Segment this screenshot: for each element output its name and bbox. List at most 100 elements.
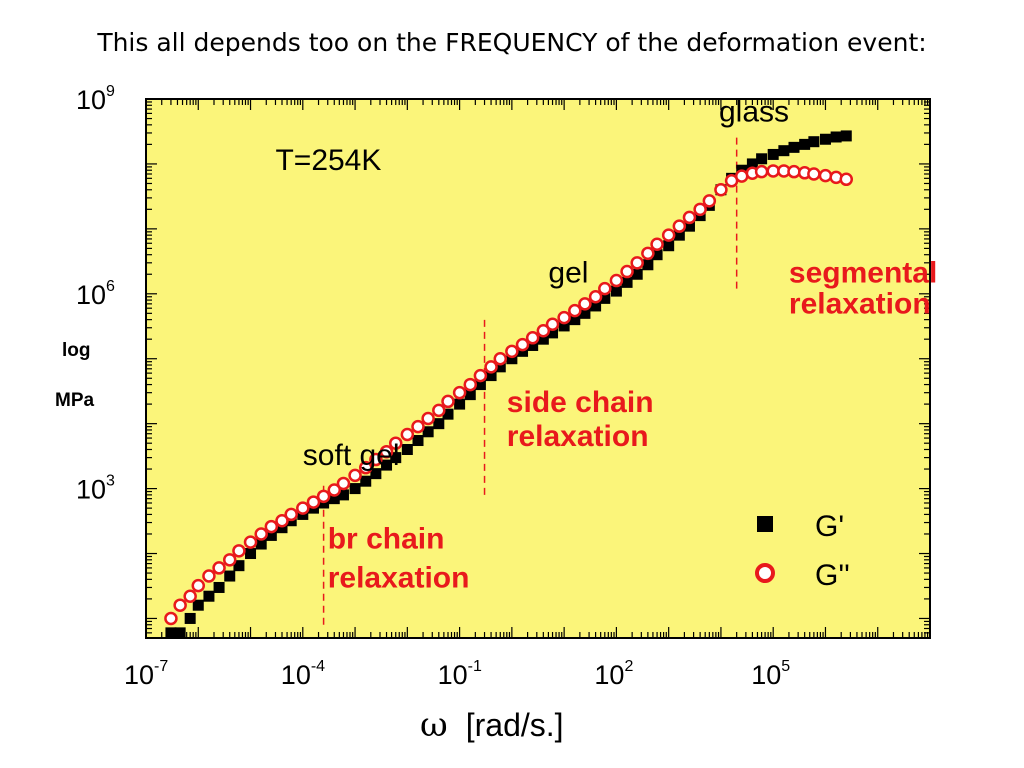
g-double-prime-point <box>578 297 592 311</box>
x-tick-label: 10-1 <box>438 658 482 690</box>
g-prime-point <box>599 292 611 304</box>
x-tick-label-exponent: -4 <box>311 658 325 675</box>
g-double-prime-point <box>254 527 268 541</box>
plot-frame <box>145 98 931 639</box>
annotation-label: segmental <box>789 256 937 289</box>
g-prime-point <box>464 389 476 401</box>
g-prime-point <box>233 560 245 572</box>
x-tick-label: 105 <box>751 658 790 690</box>
g-double-prime-point <box>306 495 321 509</box>
y-tick-label: 109 <box>76 83 115 115</box>
g-prime-point <box>213 581 225 593</box>
x-tick-label-base: 10 <box>124 660 154 690</box>
plot-area <box>146 99 930 638</box>
g-double-prime-point <box>536 323 551 338</box>
g-double-prime-point <box>484 360 498 374</box>
g-double-prime-point <box>411 419 425 434</box>
g-double-prime-point <box>348 468 362 483</box>
g-prime-point <box>547 327 559 339</box>
g-prime-point <box>590 300 602 312</box>
g-prime-point <box>610 285 622 297</box>
g-prime-point <box>360 475 372 487</box>
slide-title: This all depends too on the FREQUENCY of… <box>97 28 927 57</box>
g-double-prime-point <box>222 553 237 567</box>
g-prime-point <box>349 483 361 495</box>
g-double-prime-point <box>766 164 780 178</box>
g-double-prime-point <box>432 403 446 418</box>
g-prime-point <box>663 240 675 252</box>
annotation-label: relaxation <box>328 561 470 594</box>
annotation-label: br chain <box>328 522 445 555</box>
g-prime-point <box>673 229 685 241</box>
g-double-prime-point <box>714 183 728 197</box>
relaxation-markers <box>322 132 738 625</box>
g-double-prime-point <box>191 578 206 593</box>
g-prime-point <box>819 133 831 145</box>
g-double-prime-point <box>620 264 634 279</box>
g-prime-point <box>830 131 842 143</box>
annotation-label: glass <box>719 96 789 129</box>
g-prime-point <box>328 493 340 505</box>
g-prime-point <box>767 148 779 160</box>
y-axis-label-unit: MPa <box>55 390 95 411</box>
x-tick-label: 10-7 <box>124 658 168 690</box>
g-prime-point <box>631 268 643 280</box>
g-prime-point <box>527 339 539 351</box>
g-prime-point <box>788 141 800 153</box>
annotation-label: soft gel <box>303 439 400 472</box>
g-prime-point <box>494 361 506 373</box>
g-double-prime-point <box>630 256 644 270</box>
y-tick-label: 106 <box>76 278 115 310</box>
g-double-prime-point <box>441 394 455 409</box>
g-prime-point <box>276 522 288 534</box>
g-prime-point <box>401 443 413 455</box>
g-prime-point <box>184 612 196 624</box>
g-prime-point <box>390 452 402 464</box>
y-tick-label-base: 10 <box>76 85 106 115</box>
g-prime-point <box>245 548 257 560</box>
g-prime-point <box>422 426 434 438</box>
g-prime-point <box>381 459 393 471</box>
annotation-label: relaxation <box>789 287 931 320</box>
g-double-prime-point <box>568 303 582 318</box>
g-double-prime-point <box>358 460 373 475</box>
g-double-prime-point <box>296 501 310 515</box>
g-prime-point <box>558 320 570 332</box>
g-double-prime-point <box>682 210 697 225</box>
g-prime-point <box>433 418 445 430</box>
x-tick-label-base: 10 <box>594 660 624 690</box>
x-axis-unit: [rad/s.] <box>466 707 564 743</box>
y-tick-label-base: 10 <box>76 475 106 505</box>
g-prime-point <box>337 489 349 501</box>
g-double-prime-point <box>734 169 749 183</box>
g-prime-point <box>454 398 466 410</box>
g-prime-point <box>840 130 852 142</box>
g-prime-point <box>192 599 204 611</box>
annotation-label: gel <box>548 256 588 289</box>
g-prime-point <box>799 138 811 150</box>
g-double-prime-point <box>787 164 801 179</box>
g-double-prime-point <box>202 569 216 583</box>
y-tick-label-exponent: 6 <box>106 278 115 295</box>
x-tick-label-base: 10 <box>281 660 311 690</box>
g-double-prime-point <box>839 172 854 187</box>
g-double-prime-point <box>641 246 655 261</box>
g-prime-point <box>442 408 454 420</box>
g-double-prime-point <box>369 452 383 467</box>
legend: G' G'' <box>755 510 850 592</box>
g-double-prime-point <box>379 444 394 459</box>
g-prime-point <box>683 220 695 232</box>
g-double-prime-point <box>650 237 664 251</box>
g-prime-point <box>621 276 633 288</box>
g-double-prime-point <box>515 337 530 352</box>
g-double-prime-point <box>672 219 687 233</box>
g-double-prime-point <box>327 483 342 497</box>
x-tick-label-base: 10 <box>751 660 781 690</box>
y-tick-label-base: 10 <box>76 280 106 310</box>
g-double-prime-point <box>493 351 508 366</box>
g-double-prime-point <box>693 202 707 217</box>
y-tick-label-exponent: 3 <box>106 473 115 490</box>
g-double-prime-point <box>588 290 603 304</box>
